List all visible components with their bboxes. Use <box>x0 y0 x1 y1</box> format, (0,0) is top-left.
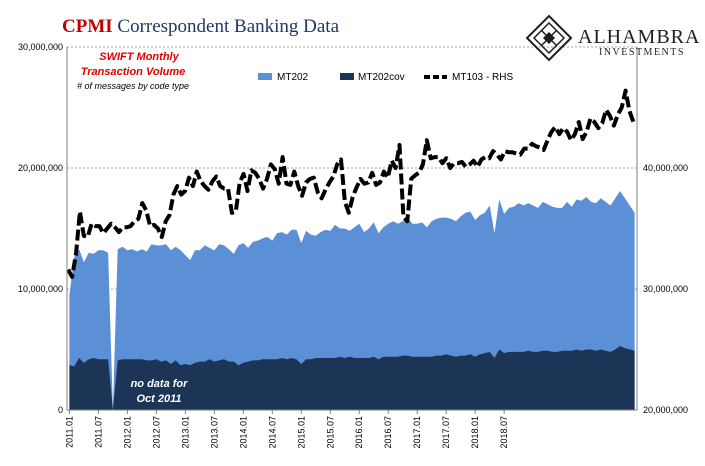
legend-item-mt202cov: MT202cov <box>340 72 405 83</box>
x-tick-label: 2014.01 <box>238 416 248 449</box>
callout-line-2: Oct 2011 <box>136 393 181 405</box>
mt202-area <box>69 191 635 410</box>
x-tick-label: 2012.07 <box>151 416 161 449</box>
x-tick-label: 2016.07 <box>383 416 393 449</box>
legend-swatch-mt202 <box>258 73 272 80</box>
left-tick-label: 10,000,000 <box>18 284 63 294</box>
right-tick-label: 30,000,000 <box>643 284 688 294</box>
callout-line-1: no data for <box>131 378 189 390</box>
right-axis-ticks: 20,000,000 30,000,000 40,000,000 <box>643 163 688 415</box>
x-tick-label: 2014.07 <box>267 416 277 449</box>
x-tick-label: 2018.01 <box>470 416 480 449</box>
left-tick-label: 0 <box>58 405 63 415</box>
x-tick-label: 2015.01 <box>296 416 306 449</box>
right-tick-label: 40,000,000 <box>643 163 688 173</box>
x-tick-label: 2013.01 <box>180 416 190 449</box>
legend-swatch-mt202cov <box>340 73 354 80</box>
x-tick-label: 2012.01 <box>122 416 132 449</box>
diamond-lattice-logo-icon <box>525 14 573 62</box>
chart-title: CPMI Correspondent Banking Data <box>62 16 340 37</box>
annotation-line-3: # of messages by code type <box>77 81 189 91</box>
brand-name: ALHAMBRA <box>578 26 700 48</box>
mt103-line <box>66 88 636 279</box>
mt202cov-area <box>69 345 635 410</box>
left-tick-label: 20,000,000 <box>18 163 63 173</box>
legend: MT202 MT202cov MT103 - RHS <box>258 72 513 83</box>
right-tick-label: 20,000,000 <box>643 405 688 415</box>
x-tick-label: 2016.01 <box>354 416 364 449</box>
title-rest: Correspondent Banking Data <box>113 16 340 37</box>
x-tick-label: 2018.07 <box>499 416 509 449</box>
annotation-line-2: Transaction Volume <box>81 66 186 78</box>
x-tick-label: 2011.01 <box>64 416 74 448</box>
x-tick-label: 2013.07 <box>209 416 219 449</box>
legend-label-mt202: MT202 <box>277 72 309 83</box>
left-tick-label: 30,000,000 <box>18 42 63 52</box>
left-axis-ticks: 0 10,000,000 20,000,000 30,000,000 <box>18 42 63 415</box>
legend-label-mt202cov: MT202cov <box>358 72 405 83</box>
brand-subtitle: INVESTMENTS <box>599 47 685 58</box>
legend-label-mt103: MT103 - RHS <box>452 72 513 83</box>
x-tick-label: 2011.07 <box>93 416 103 448</box>
x-tick-label: 2015.07 <box>325 416 335 449</box>
x-axis-ticks: 2011.01 2011.07 2012.01 2012.07 2013.01 2013.… <box>64 410 509 449</box>
legend-item-mt103: MT103 - RHS <box>424 72 513 83</box>
legend-item-mt202: MT202 <box>258 72 309 83</box>
annotation-line-1: SWIFT Monthly <box>99 51 179 63</box>
x-tick-label: 2017.01 <box>412 416 422 449</box>
brand-logo: ALHAMBRA INVESTMENTS <box>525 14 700 62</box>
title-prefix: CPMI <box>62 16 113 37</box>
x-tick-label: 2017.07 <box>441 416 451 449</box>
